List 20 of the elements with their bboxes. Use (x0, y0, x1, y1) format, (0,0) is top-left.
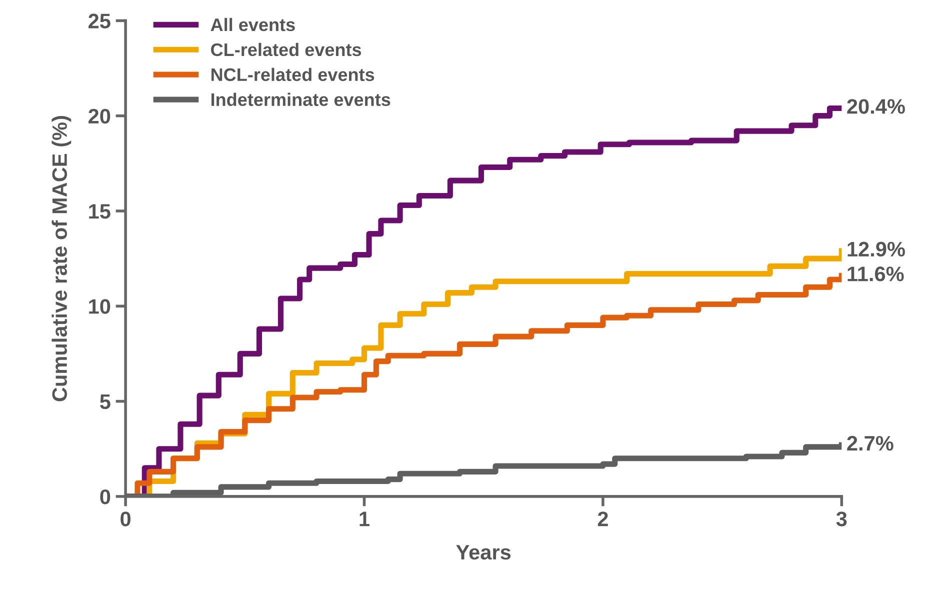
x-tick-label: 1 (360, 512, 370, 526)
y-tick-label: 5 (100, 394, 110, 410)
x-axis-title: Years (456, 545, 511, 560)
text: 20.4% (847, 99, 905, 114)
y-axis-title: Cumulative rate of MACE (%) (52, 116, 72, 402)
legend-label: CL-related events (211, 42, 362, 56)
y-tick-label: 20 (88, 108, 110, 124)
y-tick-label: 0 (100, 489, 110, 504)
text: 2.7% (847, 436, 894, 451)
y-tick-label: 15 (89, 204, 110, 219)
text: 12.9% (848, 242, 905, 257)
y-tick-label: 10 (89, 299, 110, 314)
legend-label: All events (210, 18, 295, 32)
y-tick-label: 25 (88, 14, 110, 28)
x-tick-label: 3 (836, 512, 847, 526)
x-tick-label: 2 (598, 512, 608, 526)
text: 11.6% (848, 266, 904, 282)
legend-label: Indeterminate events (211, 92, 390, 106)
x-tick-label: 0 (120, 512, 130, 526)
legend-label: NCL-related events (211, 68, 374, 82)
